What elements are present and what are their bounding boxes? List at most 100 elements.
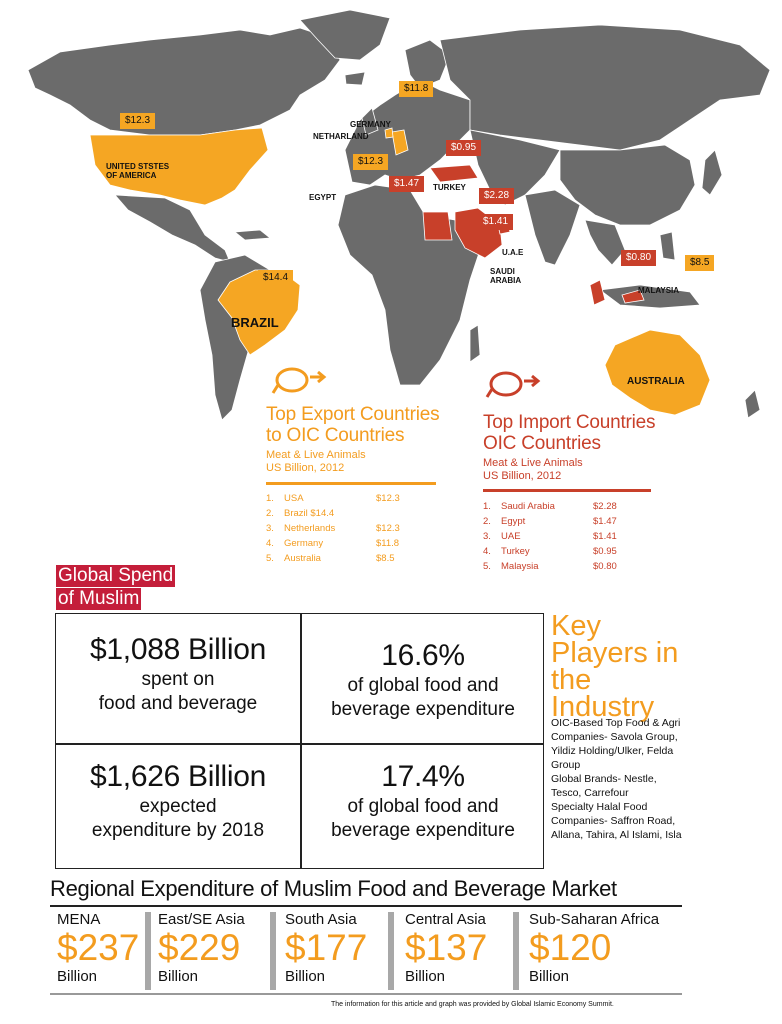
flag-australia: $8.5 xyxy=(685,255,715,271)
region-separator xyxy=(145,912,151,990)
list-item-rank: 1. xyxy=(483,501,491,512)
turkey-shape xyxy=(429,164,479,183)
label-egypt: EGYPT xyxy=(309,193,337,202)
label-usa: UNITED STSTES OF AMERICA xyxy=(106,162,170,180)
russia-shape xyxy=(439,24,771,151)
stat-value: $1,626 Billion xyxy=(90,760,266,793)
list-item: 2. Egypt $1.47 xyxy=(483,514,617,529)
flag-usa: $12.3 xyxy=(120,113,156,129)
stat-desc: expenditure by 2018 xyxy=(91,820,265,841)
region-central-asia: Central Asia $137 Billion xyxy=(405,911,488,985)
region-separator xyxy=(270,912,276,990)
export-list: 1. USA $12.3 2. Brazil $14.4 3. Netherlands $12… xyxy=(266,491,400,566)
label-saudi: SAUDI ARABIA xyxy=(490,267,522,285)
label-australia: AUSTRALIA xyxy=(627,376,685,387)
list-item-rank: 5. xyxy=(483,561,491,572)
export-sub1: Meat & Live Animals xyxy=(266,449,366,461)
export-title-line1: Top Export Countries xyxy=(266,404,440,425)
canada-shape xyxy=(27,27,341,136)
flag-malaysia: $0.80 xyxy=(621,250,657,266)
list-item: 1. Saudi Arabia $2.28 xyxy=(483,499,617,514)
import-sub2: US Billion, 2012 xyxy=(483,470,562,482)
list-item-country: USA xyxy=(284,493,304,504)
regional-rule xyxy=(50,905,682,907)
list-item-value: $11.8 xyxy=(376,538,400,549)
list-item: 3. Netherlands $12.3 xyxy=(266,521,400,536)
list-item-value: $12.3 xyxy=(376,523,400,534)
list-item-value: $2.28 xyxy=(593,501,617,512)
meat-export-icon xyxy=(271,367,327,394)
list-item-rank: 4. xyxy=(483,546,491,557)
list-item-country: Saudi Arabia xyxy=(501,501,555,512)
flag-uae: $1.41 xyxy=(478,214,514,230)
stat-value: $1,088 Billion xyxy=(90,633,266,666)
mexico-shape xyxy=(114,194,231,263)
footnote: The information for this article and gra… xyxy=(331,1001,614,1008)
import-title-line1: Top Import Countries xyxy=(483,412,656,433)
list-item-rank: 2. xyxy=(483,516,491,527)
list-item-country: Egypt xyxy=(501,516,526,527)
stat-value: 16.6% xyxy=(381,639,465,672)
label-brazil: BRAZIL xyxy=(231,315,279,330)
list-item: 2. Brazil $14.4 xyxy=(266,506,400,521)
flag-germany: $11.8 xyxy=(399,81,434,97)
label-turkey: TURKEY xyxy=(433,183,466,192)
stat-desc: beverage expenditure xyxy=(331,699,515,720)
list-item-rank: 3. xyxy=(266,523,274,534)
key-players-title: Key Players in the Industry xyxy=(551,610,679,723)
export-title-line2: to OIC Countries xyxy=(266,425,405,446)
stat-desc: of global food and xyxy=(347,796,499,817)
stat-value: 17.4% xyxy=(381,760,465,793)
label-netherland: NETHARLAND xyxy=(313,132,369,141)
import-sub1: Meat & Live Animals xyxy=(483,457,583,469)
regional-title: Regional Expenditure of Muslim Food and … xyxy=(50,876,617,901)
flag-egypt: $1.47 xyxy=(389,176,425,192)
label-germany: GERMANY xyxy=(350,120,391,129)
list-item-rank: 1. xyxy=(266,493,274,504)
list-item-rank: 2. xyxy=(266,508,274,519)
list-item-country: UAE xyxy=(501,531,521,542)
flag-saudi: $2.28 xyxy=(479,188,515,204)
list-item-value: $12.3 xyxy=(376,493,400,504)
china-shape xyxy=(559,144,696,226)
flag-netherland: $12.3 xyxy=(353,154,389,170)
list-item-value: $1.41 xyxy=(593,531,617,542)
australia-shape xyxy=(604,329,711,416)
region-sub-saharan-africa: Sub-Saharan Africa $120 Billion xyxy=(529,911,660,985)
list-item: 5. Australia $8.5 xyxy=(266,551,400,566)
stat-desc: food and beverage xyxy=(98,693,258,714)
stat-desc: beverage expenditure xyxy=(331,820,515,841)
germany-shape xyxy=(391,129,409,156)
region-separator xyxy=(513,912,519,990)
list-item-rank: 5. xyxy=(266,553,274,564)
malaysia-shape xyxy=(589,279,606,306)
import-list: 1. Saudi Arabia $2.28 2. Egypt $1.47 3. UAE $1.4… xyxy=(483,499,617,574)
region-east-se-asia: East/SE Asia $229 Billion xyxy=(158,911,245,985)
greenland-shape xyxy=(299,9,391,61)
import-title-line2: OIC Countries xyxy=(483,433,601,454)
list-item-rank: 3. xyxy=(483,531,491,542)
netherland-shape xyxy=(384,127,394,139)
stat-cell-3: $1,626 Billion expected expenditure by 2… xyxy=(56,759,300,843)
india-shape xyxy=(524,189,581,266)
list-item-country: Netherlands xyxy=(284,523,336,534)
global-spend-title-line1: Global Spend xyxy=(56,565,176,587)
stat-desc: spent on xyxy=(141,669,215,690)
stat-cell-1: $1,088 Billion spent on food and beverag… xyxy=(56,632,300,716)
meat-import-icon xyxy=(485,371,541,398)
global-spend-title-line2: of Muslim xyxy=(56,588,142,610)
list-item: 5. Malaysia $0.80 xyxy=(483,559,617,574)
list-item-country: Australia xyxy=(284,553,321,564)
list-item-country: Germany xyxy=(284,538,324,549)
stat-cell-4: 17.4% of global food and beverage expend… xyxy=(301,759,545,843)
list-item-rank: 4. xyxy=(266,538,274,549)
regional-bottom-rule xyxy=(50,993,682,995)
list-item-value: $0.95 xyxy=(593,546,617,557)
label-uae: U.A.E xyxy=(502,248,524,257)
list-item-value: $1.47 xyxy=(593,516,617,527)
flag-brazil: $14.4 xyxy=(258,270,294,286)
region-south-asia: South Asia $177 Billion xyxy=(285,911,368,985)
list-item: 4. Germany $11.8 xyxy=(266,536,400,551)
region-mena: MENA $237 Billion xyxy=(57,911,140,985)
list-item-country: Malaysia xyxy=(501,561,539,572)
